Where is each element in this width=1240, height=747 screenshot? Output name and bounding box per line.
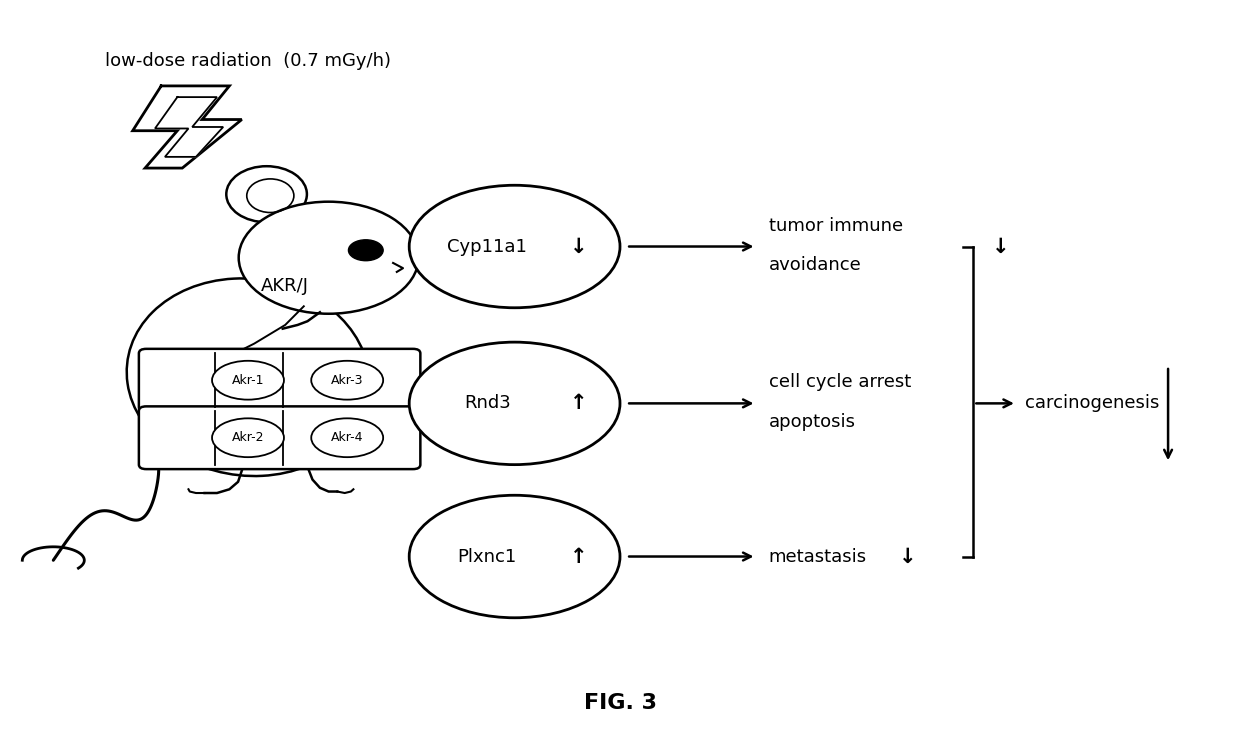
Text: Akr-1: Akr-1 bbox=[232, 374, 264, 387]
Ellipse shape bbox=[409, 495, 620, 618]
Text: ↓: ↓ bbox=[899, 547, 916, 566]
FancyBboxPatch shape bbox=[139, 406, 420, 469]
Text: avoidance: avoidance bbox=[769, 256, 862, 274]
Ellipse shape bbox=[311, 361, 383, 400]
Ellipse shape bbox=[239, 202, 419, 314]
Text: Rnd3: Rnd3 bbox=[464, 394, 511, 412]
Text: Plxnc1: Plxnc1 bbox=[458, 548, 517, 565]
Text: ↓: ↓ bbox=[570, 237, 588, 256]
Circle shape bbox=[348, 240, 383, 261]
Text: cell cycle arrest: cell cycle arrest bbox=[769, 374, 911, 391]
Text: low-dose radiation  (0.7 mGy/h): low-dose radiation (0.7 mGy/h) bbox=[105, 52, 392, 70]
Ellipse shape bbox=[212, 361, 284, 400]
Ellipse shape bbox=[226, 167, 308, 223]
FancyBboxPatch shape bbox=[139, 349, 420, 412]
Text: ↓: ↓ bbox=[992, 237, 1009, 256]
Ellipse shape bbox=[409, 185, 620, 308]
Text: tumor immune: tumor immune bbox=[769, 217, 903, 235]
Text: Cyp11a1: Cyp11a1 bbox=[448, 238, 527, 255]
Text: Akr-4: Akr-4 bbox=[331, 431, 363, 444]
Ellipse shape bbox=[311, 418, 383, 457]
Text: Akr-2: Akr-2 bbox=[232, 431, 264, 444]
Text: ↑: ↑ bbox=[570, 394, 588, 413]
Text: FIG. 3: FIG. 3 bbox=[584, 693, 656, 713]
Text: metastasis: metastasis bbox=[769, 548, 867, 565]
Text: ↑: ↑ bbox=[570, 547, 588, 566]
Ellipse shape bbox=[212, 418, 284, 457]
Polygon shape bbox=[155, 97, 223, 157]
Text: carcinogenesis: carcinogenesis bbox=[1025, 394, 1159, 412]
Ellipse shape bbox=[409, 342, 620, 465]
Text: apoptosis: apoptosis bbox=[769, 413, 856, 431]
Ellipse shape bbox=[126, 279, 370, 476]
Text: AKR/J: AKR/J bbox=[260, 277, 309, 295]
Text: Akr-3: Akr-3 bbox=[331, 374, 363, 387]
Polygon shape bbox=[133, 86, 242, 168]
